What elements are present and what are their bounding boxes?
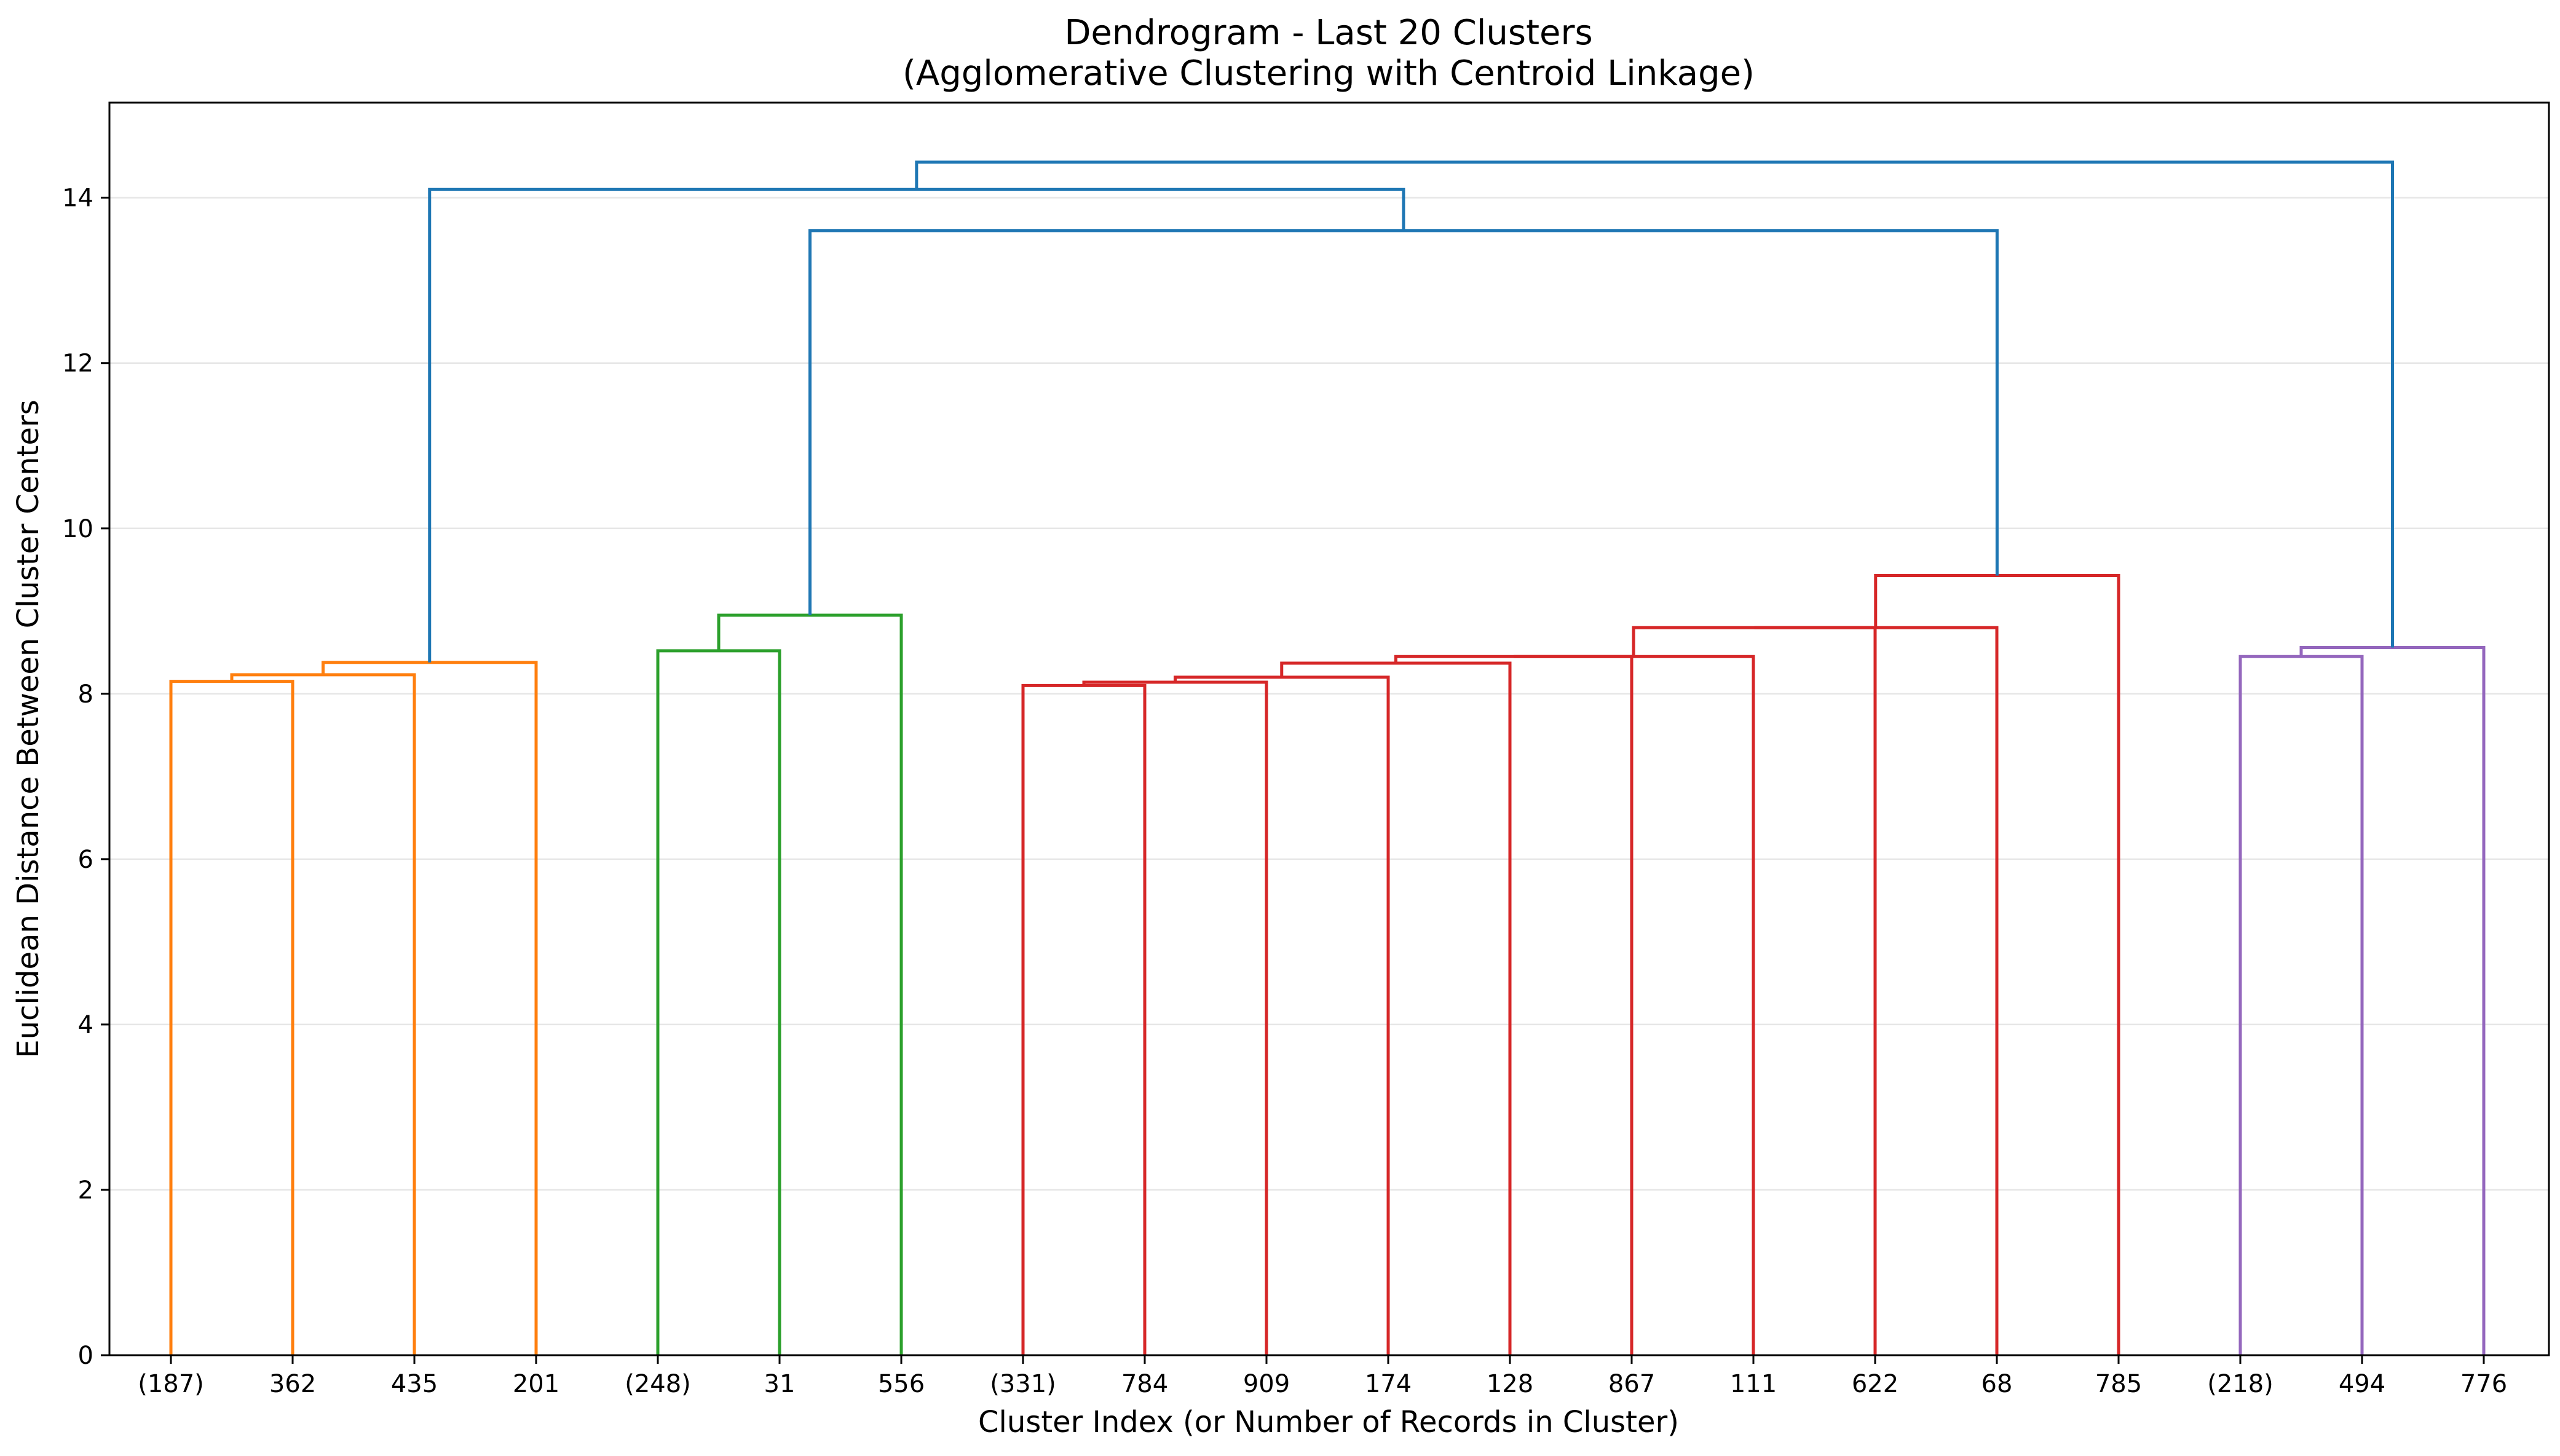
dendrogram-link-13: [1874, 573, 2120, 1355]
leaf-label-7: (331): [990, 1370, 1056, 1398]
dendrogram-link-12: [1754, 626, 1999, 1355]
plot-frame: [108, 101, 2550, 1356]
y-tick-label-6: 12: [62, 350, 93, 378]
leaf-label-14: 622: [1852, 1370, 1898, 1398]
y-tick-label-3: 6: [78, 846, 93, 874]
dendrogram-link-18: [915, 160, 2394, 648]
leaf-label-11: 128: [1487, 1370, 1533, 1398]
dendrogram-link-6: [1082, 680, 1268, 1355]
x-axis-label: Cluster Index (or Number of Records in C…: [978, 1405, 1679, 1439]
leaf-label-16: 785: [2095, 1370, 2142, 1398]
y-tick-label-4: 8: [78, 680, 93, 709]
dendrogram-link-15: [2299, 646, 2486, 1355]
leaf-label-12: 867: [1608, 1370, 1655, 1398]
leaf-label-13: 111: [1730, 1370, 1777, 1398]
leaf-label-9: 909: [1243, 1370, 1290, 1398]
chart-title: Dendrogram - Last 20 Clusters: [1064, 13, 1592, 53]
dendrogram-link-10: [1514, 655, 1755, 1355]
leaf-label-17: (218): [2207, 1370, 2274, 1398]
dendrogram-link-5: [1021, 683, 1147, 1355]
leaf-label-19: 776: [2460, 1370, 2507, 1398]
y-axis: 0 2 4 6 8 10 12 14: [62, 184, 109, 1370]
leaf-label-15: 68: [1981, 1370, 2013, 1398]
y-axis-label: Euclidean Distance Between Cluster Cente…: [11, 399, 45, 1058]
y-tick-label-2: 4: [78, 1011, 93, 1039]
leaf-label-8: 784: [1121, 1370, 1168, 1398]
leaf-label-18: 494: [2339, 1370, 2385, 1398]
y-tick-label-1: 2: [78, 1176, 93, 1205]
dendrogram-link-8: [1280, 661, 1512, 1355]
leaf-label-3: 201: [513, 1370, 559, 1398]
leaf-label-2: 435: [391, 1370, 438, 1398]
leaf-label-6: 556: [878, 1370, 925, 1398]
y-tick-label-0: 0: [78, 1342, 93, 1370]
dendrogram-link-11: [1632, 626, 1877, 1355]
leaf-label-4: (248): [625, 1370, 691, 1398]
leaf-label-0: (187): [138, 1370, 204, 1398]
y-tick-label-5: 10: [62, 515, 93, 543]
y-tick-label-7: 14: [62, 184, 93, 213]
leaf-label-5: 31: [764, 1370, 796, 1398]
leaf-label-10: 174: [1365, 1370, 1412, 1398]
dendrogram-link-17: [428, 187, 1405, 663]
x-axis: (187) 362 435 201 (248) 31 556 (331) 784 909 174 12…: [138, 1355, 2507, 1398]
dendrogram-link-3: [656, 649, 781, 1355]
chart-subtitle: (Agglomerative Clustering with Centroid …: [903, 53, 1755, 93]
leaf-label-1: 362: [269, 1370, 316, 1398]
dendrogram-link-1: [230, 673, 416, 1355]
gridlines: [109, 197, 2549, 1356]
dendrogram-links: [169, 160, 2486, 1355]
